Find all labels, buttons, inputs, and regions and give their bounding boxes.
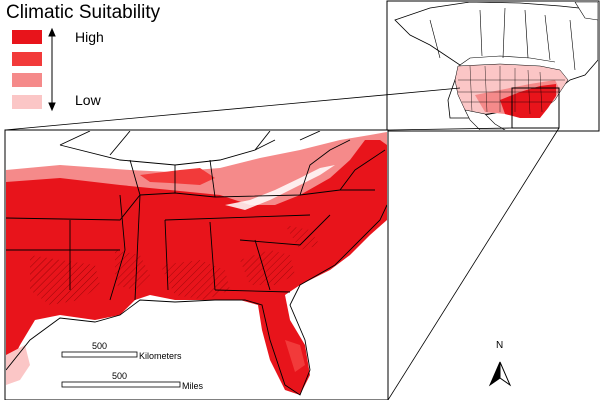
scalebar-km — [61, 351, 138, 358]
scalebar-km-value: 500 — [92, 341, 108, 351]
inset-north-america — [394, 2, 598, 130]
scalebar-mi — [61, 381, 181, 388]
scalebar-km-unit: Kilometers — [139, 351, 182, 361]
scalebar-mi-value: 500 — [112, 371, 128, 381]
legend-swatch-4 — [12, 95, 42, 109]
legend-arrow — [48, 27, 56, 112]
legend-high-label: High — [75, 29, 104, 45]
legend-swatch-1 — [12, 30, 42, 44]
connector-lines — [4, 87, 560, 400]
north-arrow-label: N — [496, 340, 504, 351]
legend-title: Climatic Suitability — [6, 2, 161, 23]
legend-low-label: Low — [75, 92, 101, 108]
scalebar-mi-unit: Miles — [182, 381, 204, 391]
legend-swatch-2 — [12, 52, 42, 66]
inset-extent-box — [511, 87, 560, 129]
legend-swatch-3 — [12, 73, 42, 87]
north-arrow-icon — [488, 361, 512, 387]
main-map — [6, 131, 387, 396]
